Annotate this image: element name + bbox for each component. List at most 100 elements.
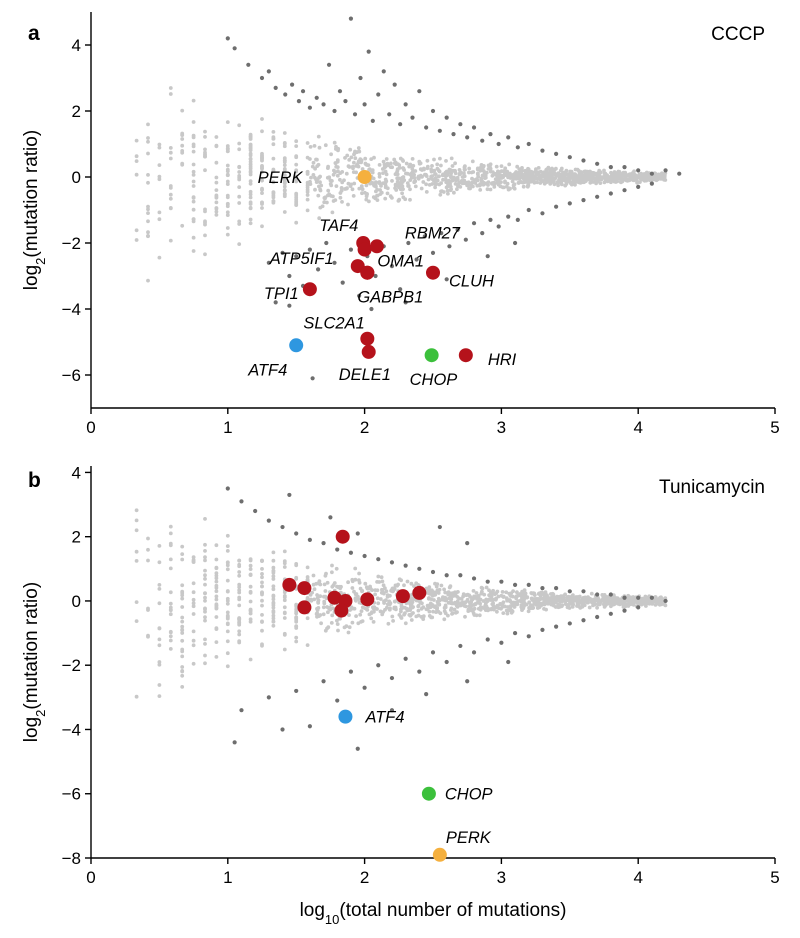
background-point bbox=[316, 601, 321, 605]
background-point bbox=[282, 565, 287, 569]
x-axis-title: log10(total number of mutations) bbox=[300, 900, 567, 927]
background-point bbox=[225, 549, 230, 553]
background-point bbox=[294, 639, 299, 644]
background-point bbox=[595, 602, 600, 607]
background-point bbox=[421, 617, 426, 621]
background-point bbox=[604, 176, 608, 181]
background-point bbox=[446, 613, 450, 618]
background-point bbox=[294, 604, 299, 609]
background-point bbox=[191, 135, 196, 140]
background-point bbox=[237, 165, 242, 170]
background-point bbox=[337, 584, 342, 589]
background-point bbox=[413, 179, 418, 184]
background-point bbox=[168, 156, 173, 161]
outlier-point bbox=[362, 553, 367, 559]
background-point bbox=[583, 179, 588, 184]
background-point bbox=[471, 170, 476, 174]
outlier-point bbox=[458, 573, 463, 578]
outlier-point bbox=[480, 231, 485, 236]
background-point bbox=[540, 601, 545, 606]
background-point bbox=[368, 584, 372, 589]
background-point bbox=[260, 628, 264, 633]
background-point bbox=[168, 92, 173, 96]
panel-b: b Tunicamycin 0 1 2 3 4 5 −8 −6 −4 −2 0 2 4 log2(mutati… bbox=[21, 463, 780, 926]
background-point bbox=[321, 612, 326, 617]
outlier-point bbox=[471, 650, 477, 655]
background-point bbox=[347, 165, 352, 169]
background-point bbox=[260, 170, 264, 174]
background-point bbox=[146, 558, 150, 563]
background-point bbox=[237, 242, 242, 247]
background-point bbox=[534, 597, 539, 601]
background-point bbox=[146, 122, 150, 127]
background-point bbox=[146, 536, 150, 541]
background-point bbox=[480, 173, 485, 178]
background-point bbox=[282, 163, 287, 168]
background-point bbox=[203, 555, 207, 560]
y-tick-label: −6 bbox=[62, 785, 81, 804]
background-point bbox=[449, 591, 454, 596]
background-point bbox=[397, 166, 402, 170]
background-point bbox=[498, 602, 503, 607]
background-point bbox=[248, 162, 253, 167]
background-point bbox=[433, 182, 438, 187]
background-point bbox=[615, 600, 620, 605]
background-point bbox=[589, 591, 594, 596]
background-point bbox=[350, 586, 355, 590]
background-point bbox=[134, 559, 139, 563]
background-point bbox=[382, 599, 386, 604]
background-point bbox=[463, 600, 468, 605]
background-point bbox=[237, 147, 242, 152]
background-point bbox=[403, 621, 408, 626]
background-point bbox=[359, 609, 364, 613]
background-point bbox=[570, 605, 575, 609]
background-point bbox=[294, 144, 299, 149]
background-point bbox=[237, 632, 242, 637]
background-point bbox=[180, 654, 185, 659]
background-point bbox=[225, 622, 230, 627]
background-point bbox=[530, 596, 534, 601]
background-point bbox=[214, 606, 219, 610]
background-point bbox=[514, 594, 519, 598]
background-point bbox=[157, 174, 162, 179]
background-point bbox=[408, 164, 412, 169]
y-axis-title: log2(mutation ratio) bbox=[21, 582, 48, 742]
background-point bbox=[180, 593, 185, 598]
outlier-point bbox=[663, 168, 668, 173]
background-point bbox=[282, 177, 287, 181]
background-point bbox=[465, 183, 469, 188]
background-point bbox=[203, 615, 207, 620]
background-point bbox=[381, 171, 385, 176]
gene-label: CHOP bbox=[410, 371, 458, 389]
outlier-point bbox=[376, 663, 381, 668]
background-point bbox=[271, 623, 276, 628]
background-point bbox=[512, 602, 516, 607]
outlier-point bbox=[376, 557, 381, 562]
outlier-point bbox=[259, 75, 265, 81]
background-point bbox=[378, 597, 383, 601]
background-point bbox=[499, 593, 504, 598]
background-point bbox=[248, 170, 253, 175]
background-point bbox=[248, 159, 253, 164]
background-point bbox=[282, 210, 287, 214]
background-point bbox=[157, 210, 162, 215]
background-point bbox=[180, 619, 185, 624]
background-point bbox=[432, 590, 437, 595]
outlier-point bbox=[608, 191, 613, 196]
background-point bbox=[486, 183, 490, 187]
background-point bbox=[432, 598, 436, 602]
background-point bbox=[180, 544, 185, 549]
background-point bbox=[168, 612, 173, 617]
outlier-point bbox=[471, 576, 477, 581]
background-point bbox=[401, 175, 406, 179]
background-point bbox=[574, 176, 579, 181]
outlier-point bbox=[458, 122, 463, 127]
background-point bbox=[441, 595, 445, 599]
background-point bbox=[403, 197, 408, 202]
background-point bbox=[248, 617, 253, 622]
background-point bbox=[322, 200, 327, 205]
outlier-point bbox=[622, 608, 627, 613]
background-point bbox=[357, 149, 362, 154]
background-point bbox=[350, 620, 355, 625]
outlier-point bbox=[314, 95, 319, 100]
